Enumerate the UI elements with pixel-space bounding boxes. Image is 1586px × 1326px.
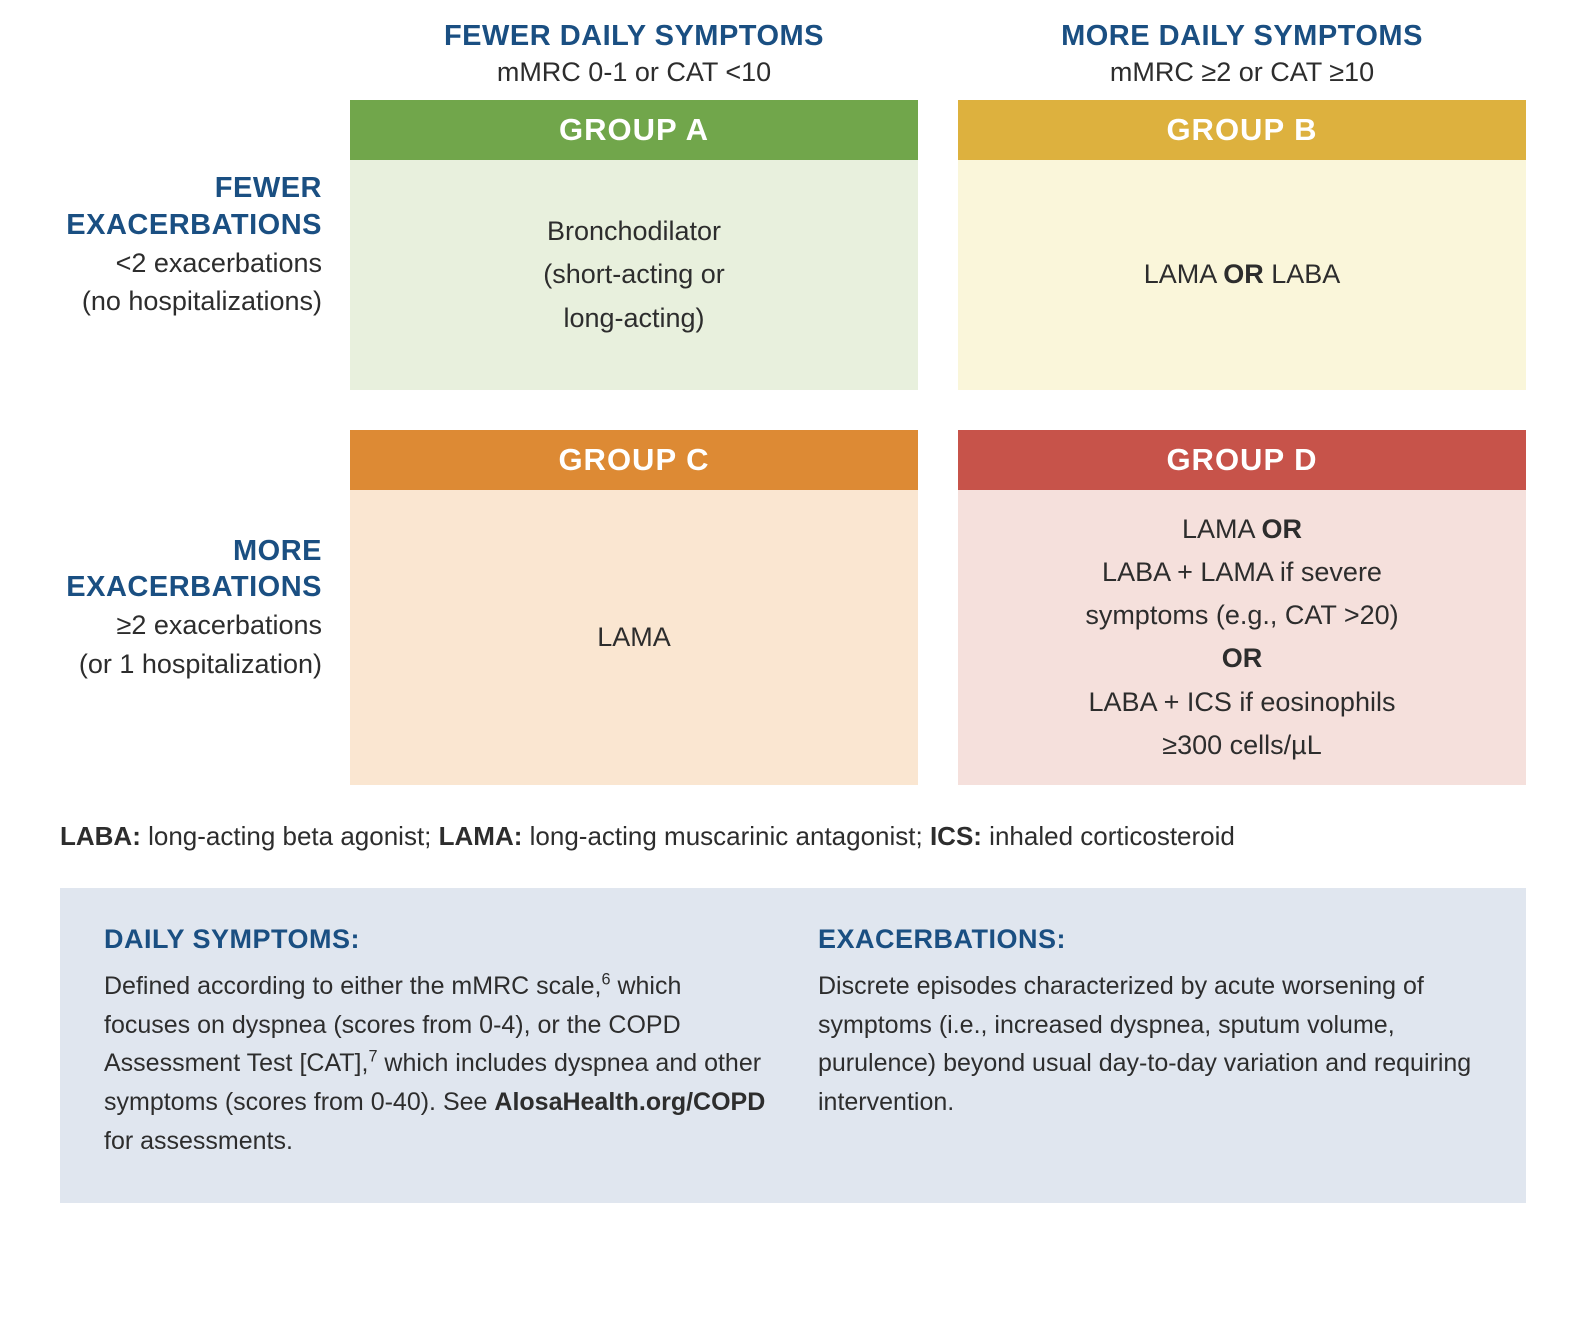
info-text: Discrete episodes characterized by acute… bbox=[818, 967, 1482, 1122]
info-title: EXACERBATIONS: bbox=[818, 924, 1482, 955]
col-gap bbox=[918, 100, 958, 390]
cell-line: LAMA OR bbox=[1182, 510, 1302, 549]
row-gap bbox=[958, 390, 1526, 430]
cell-line: symptoms (e.g., CAT >20) bbox=[1085, 596, 1398, 635]
cell-line: LABA + ICS if eosinophils bbox=[1089, 683, 1396, 722]
cell-line: (short-acting or bbox=[543, 255, 725, 294]
row-label-more-exacerbations: MOREEXACERBATIONS ≥2 exacerbations (or 1… bbox=[60, 430, 350, 785]
col-subtitle: mMRC ≥2 or CAT ≥10 bbox=[958, 57, 1526, 88]
cell-body: Bronchodilator (short-acting or long-actin… bbox=[350, 160, 918, 390]
row-label-fewer-exacerbations: FEWEREXACERBATIONS <2 exacerbations (no … bbox=[60, 100, 350, 390]
cell-line: OR bbox=[1222, 639, 1263, 678]
info-box: DAILY SYMPTOMS: Defined according to eit… bbox=[60, 888, 1526, 1203]
row-title: FEWEREXACERBATIONS bbox=[66, 170, 322, 243]
cell-line: Bronchodilator bbox=[547, 212, 721, 251]
col-subtitle: mMRC 0-1 or CAT <10 bbox=[350, 57, 918, 88]
cell-body: LAMA OR LABA + LAMA if severe symptoms (e.… bbox=[958, 490, 1526, 785]
row-sub1: <2 exacerbations bbox=[116, 245, 322, 281]
row-gap bbox=[60, 390, 350, 430]
quadrant-grid: FEWER DAILY SYMPTOMS mMRC 0-1 or CAT <10… bbox=[60, 20, 1526, 785]
cell-line: LAMA OR LABA bbox=[1144, 255, 1341, 294]
cell-line: LAMA bbox=[597, 618, 671, 657]
cell-line: long-acting) bbox=[563, 299, 704, 338]
col-title: MORE DAILY SYMPTOMS bbox=[958, 20, 1526, 53]
cell-line: ≥300 cells/µL bbox=[1162, 726, 1321, 765]
cell-header: GROUP A bbox=[350, 100, 918, 160]
row-gap bbox=[918, 390, 958, 430]
cell-group-a: GROUP A Bronchodilator (short-acting or lon… bbox=[350, 100, 918, 390]
col-gap bbox=[918, 20, 958, 100]
cell-group-b: GROUP B LAMA OR LABA bbox=[958, 100, 1526, 390]
cell-body: LAMA OR LABA bbox=[958, 160, 1526, 390]
info-title: DAILY SYMPTOMS: bbox=[104, 924, 768, 955]
cell-header: GROUP C bbox=[350, 430, 918, 490]
row-sub1: ≥2 exacerbations bbox=[117, 607, 322, 643]
cell-line: LABA + LAMA if severe bbox=[1102, 553, 1382, 592]
cell-body: LAMA bbox=[350, 490, 918, 785]
row-sub2: (no hospitalizations) bbox=[82, 283, 322, 319]
info-exacerbations: EXACERBATIONS: Discrete episodes charact… bbox=[818, 924, 1482, 1161]
corner-spacer bbox=[60, 20, 350, 100]
col-gap bbox=[918, 430, 958, 785]
row-sub2: (or 1 hospitalization) bbox=[79, 646, 322, 682]
info-daily-symptoms: DAILY SYMPTOMS: Defined according to eit… bbox=[104, 924, 768, 1161]
col-title: FEWER DAILY SYMPTOMS bbox=[350, 20, 918, 53]
row-gap bbox=[350, 390, 918, 430]
info-text: Defined according to either the mMRC sca… bbox=[104, 967, 768, 1161]
cell-header: GROUP D bbox=[958, 430, 1526, 490]
cell-header: GROUP B bbox=[958, 100, 1526, 160]
col-header-more-symptoms: MORE DAILY SYMPTOMS mMRC ≥2 or CAT ≥10 bbox=[958, 20, 1526, 100]
abbreviation-legend: LABA: long-acting beta agonist; LAMA: lo… bbox=[60, 821, 1526, 852]
row-title: MOREEXACERBATIONS bbox=[66, 533, 322, 606]
cell-group-c: GROUP C LAMA bbox=[350, 430, 918, 785]
cell-group-d: GROUP D LAMA OR LABA + LAMA if severe sympt… bbox=[958, 430, 1526, 785]
col-header-fewer-symptoms: FEWER DAILY SYMPTOMS mMRC 0-1 or CAT <10 bbox=[350, 20, 918, 100]
